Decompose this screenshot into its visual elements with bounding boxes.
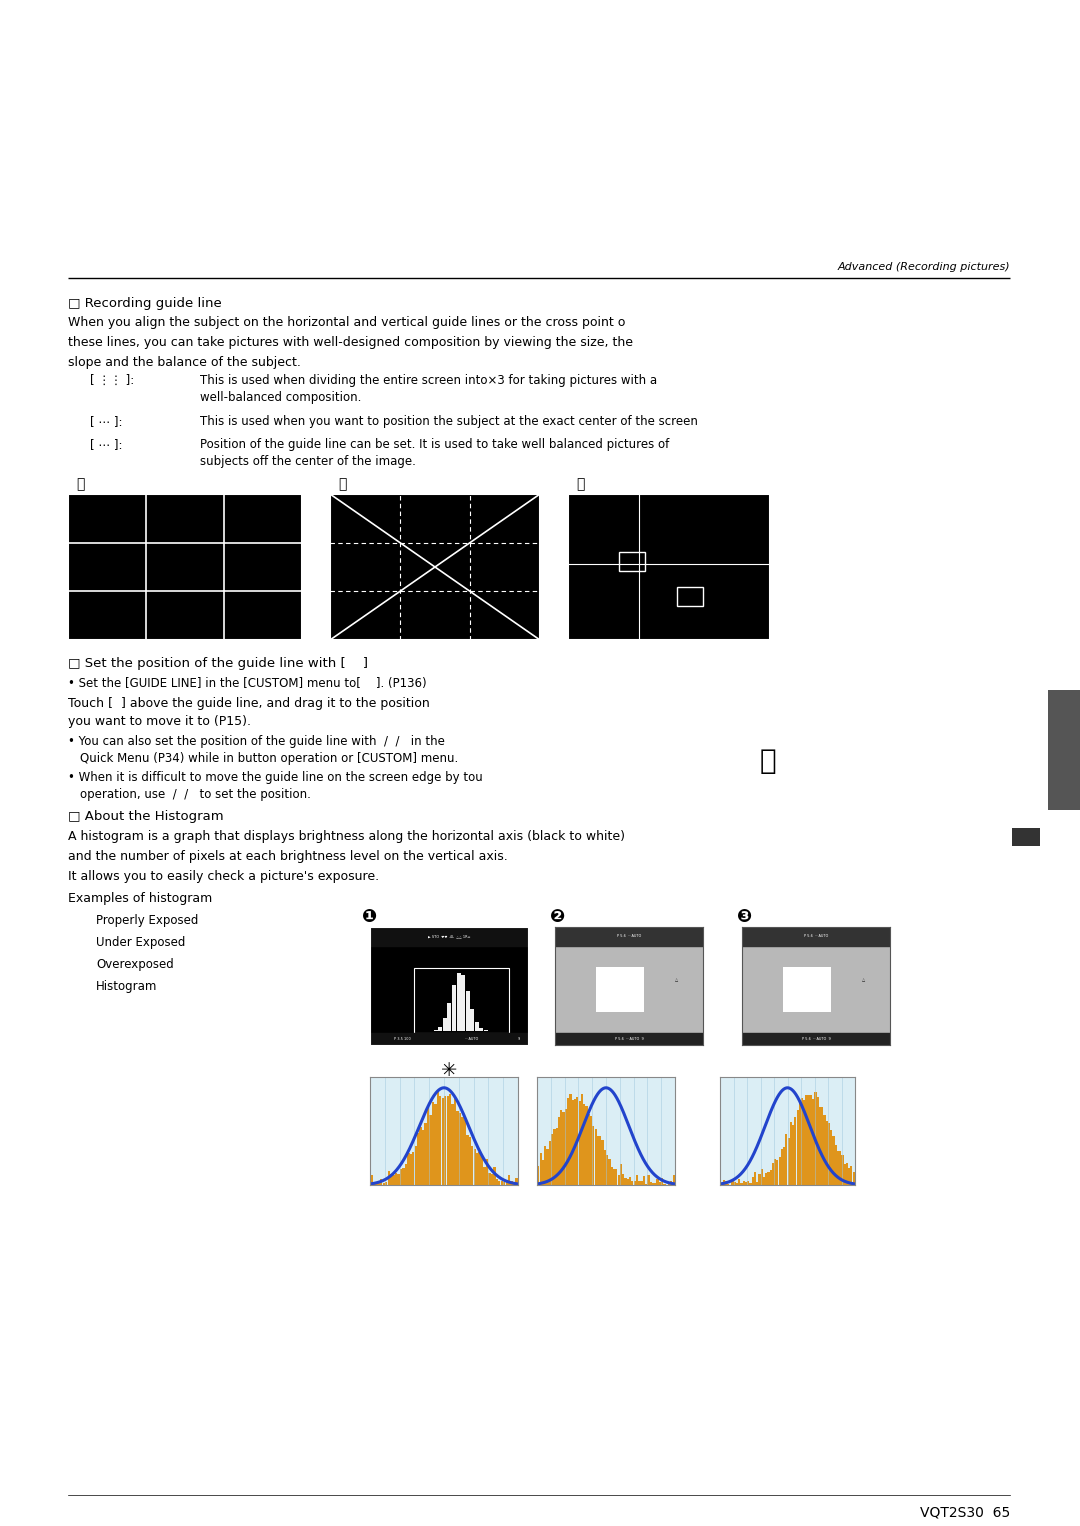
Text: you want to move it to (P15).: you want to move it to (P15). xyxy=(68,716,251,728)
Text: • You can also set the position of the guide line with  /  /   in the: • You can also set the position of the g… xyxy=(68,736,445,748)
Text: A histogram is a graph that displays brightness along the horizontal axis (black: A histogram is a graph that displays bri… xyxy=(68,830,625,842)
Text: VQT2S30  65: VQT2S30 65 xyxy=(920,1505,1010,1518)
Text: well-balanced composition.: well-balanced composition. xyxy=(200,391,362,404)
Text: □ Recording guide line: □ Recording guide line xyxy=(68,298,221,310)
Text: Properly Exposed: Properly Exposed xyxy=(96,914,199,926)
Text: Ⓒ: Ⓒ xyxy=(576,478,584,491)
Text: ❷: ❷ xyxy=(550,908,565,926)
Text: Under Exposed: Under Exposed xyxy=(96,935,186,949)
Text: [ ⋮⋮ ]:: [ ⋮⋮ ]: xyxy=(90,374,134,388)
Text: ❶: ❶ xyxy=(362,908,377,926)
Text: ❸: ❸ xyxy=(737,908,753,926)
Text: [ ⋯ ]:: [ ⋯ ]: xyxy=(90,415,122,427)
Text: subjects off the center of the image.: subjects off the center of the image. xyxy=(200,455,416,468)
Text: and the number of pixels at each brightness level on the vertical axis.: and the number of pixels at each brightn… xyxy=(68,850,508,864)
Text: 🖐: 🖐 xyxy=(760,748,777,775)
Text: Ⓐ: Ⓐ xyxy=(76,478,84,491)
Text: slope and the balance of the subject.: slope and the balance of the subject. xyxy=(68,356,301,369)
Text: This is used when dividing the entire screen into×3 for taking pictures with a: This is used when dividing the entire sc… xyxy=(200,374,657,388)
Text: Ⓑ: Ⓑ xyxy=(338,478,347,491)
Text: When you align the subject on the horizontal and vertical guide lines or the cro: When you align the subject on the horizo… xyxy=(68,316,625,330)
Text: Overexposed: Overexposed xyxy=(96,958,174,971)
Text: • Set the [GUIDE LINE] in the [CUSTOM] menu to[    ]. (P136): • Set the [GUIDE LINE] in the [CUSTOM] m… xyxy=(68,678,427,690)
Text: □ Set the position of the guide line with [    ]: □ Set the position of the guide line wit… xyxy=(68,658,368,670)
Text: Examples of histogram: Examples of histogram xyxy=(68,893,213,905)
Text: • When it is difficult to move the guide line on the screen edge by tou: • When it is difficult to move the guide… xyxy=(68,771,483,784)
Text: It allows you to easily check a picture's exposure.: It allows you to easily check a picture'… xyxy=(68,870,379,884)
Text: Quick Menu (P34) while in button operation or [CUSTOM] menu.: Quick Menu (P34) while in button operati… xyxy=(80,752,458,765)
Text: This is used when you want to position the subject at the exact center of the sc: This is used when you want to position t… xyxy=(200,415,698,427)
Text: these lines, you can take pictures with well-designed composition by viewing the: these lines, you can take pictures with … xyxy=(68,336,633,349)
Text: Position of the guide line can be set. It is used to take well balanced pictures: Position of the guide line can be set. I… xyxy=(200,438,670,452)
Bar xyxy=(1048,690,1080,810)
Bar xyxy=(1012,829,1040,845)
Text: □ About the Histogram: □ About the Histogram xyxy=(68,810,224,823)
Text: ✳: ✳ xyxy=(441,1061,457,1080)
Text: [ ⋯ ]:: [ ⋯ ]: xyxy=(90,438,122,452)
Text: operation, use  /  /   to set the position.: operation, use / / to set the position. xyxy=(80,787,311,801)
Text: Touch [  ] above the guide line, and drag it to the position: Touch [ ] above the guide line, and drag… xyxy=(68,697,430,710)
Text: Advanced (Recording pictures): Advanced (Recording pictures) xyxy=(837,262,1010,272)
Text: Histogram: Histogram xyxy=(96,980,158,993)
